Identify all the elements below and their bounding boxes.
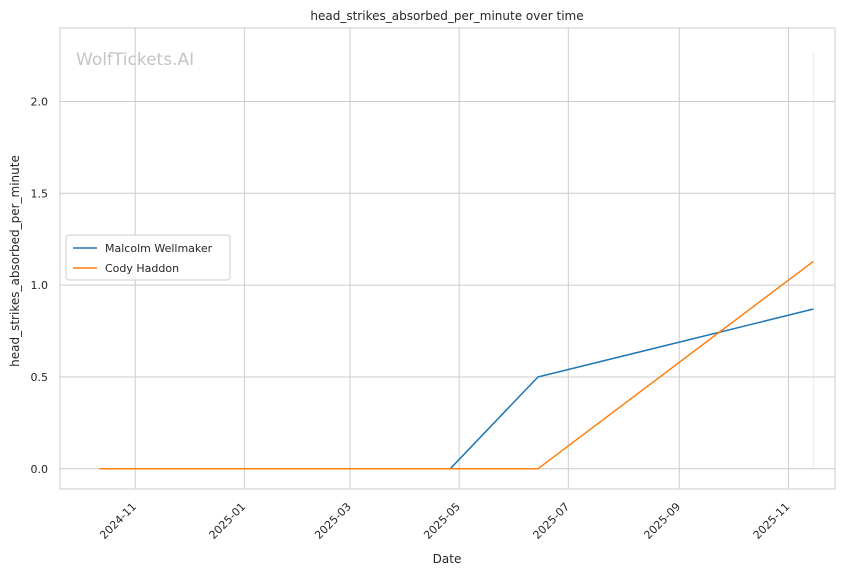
legend-label-1: Malcolm Wellmaker — [105, 242, 213, 255]
x-axis-label: Date — [433, 552, 462, 566]
y-tick-label: 1.0 — [31, 279, 49, 292]
grid — [60, 28, 835, 489]
y-tick-label: 2.0 — [31, 95, 49, 108]
x-tick-label: 2025-09 — [641, 500, 683, 542]
x-tick-label: 2025-01 — [207, 500, 249, 542]
x-tick-label: 2025-05 — [421, 500, 463, 542]
x-tick-label: 2024-11 — [97, 500, 139, 542]
series-line-2 — [99, 260, 814, 470]
y-tick-label: 0.0 — [31, 463, 49, 476]
x-tick-label: 2025-07 — [530, 500, 572, 542]
legend: Malcolm Wellmaker Cody Haddon — [65, 234, 231, 281]
y-axis-label: head_strikes_absorbed_per_minute — [8, 155, 22, 367]
x-tick-labels: 2024-11 2025-01 2025-03 2025-05 2025-07 2025-… — [97, 500, 792, 542]
series-group — [99, 260, 814, 470]
watermark-text: WolfTickets.AI — [76, 50, 194, 70]
y-tick-label: 1.5 — [31, 187, 49, 200]
x-tick-label: 2025-03 — [312, 500, 354, 542]
chart-title: head_strikes_absorbed_per_minute over ti… — [310, 9, 583, 23]
x-tick-label: 2025-11 — [751, 500, 793, 542]
y-tick-label: 0.5 — [31, 371, 49, 384]
legend-label-2: Cody Haddon — [105, 262, 179, 275]
legend-box — [65, 234, 231, 281]
y-tick-labels: 0.0 0.5 1.0 1.5 2.0 — [31, 95, 49, 475]
